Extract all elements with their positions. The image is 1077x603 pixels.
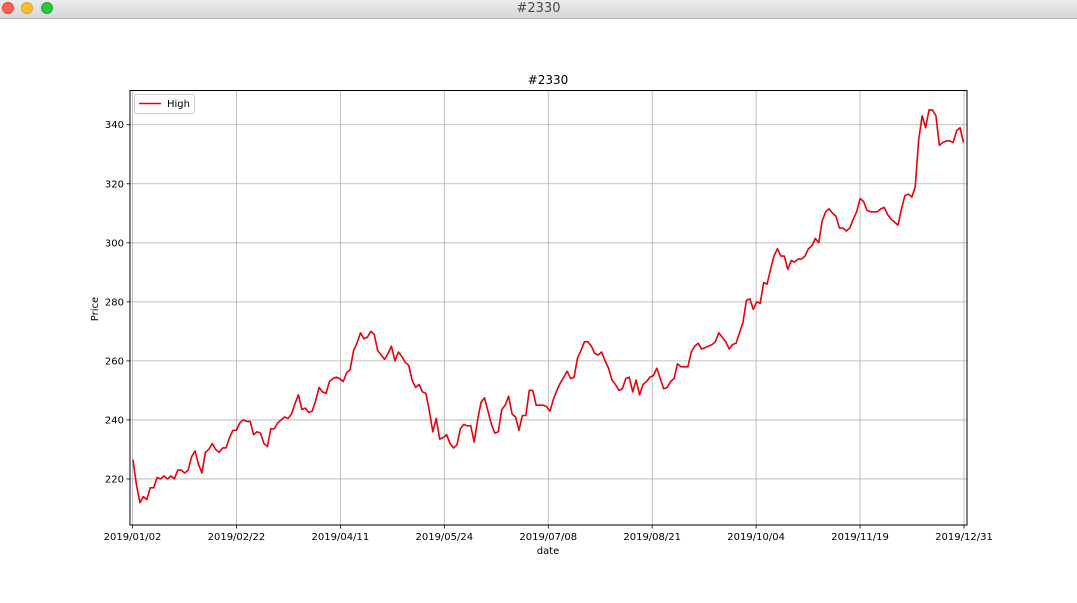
series-line-high — [132, 109, 965, 504]
x-tick-label-5: 2019/08/21 — [623, 532, 681, 543]
legend: High — [134, 94, 195, 114]
legend-label-high: High — [167, 99, 190, 110]
close-window-button[interactable] — [2, 2, 14, 14]
y-axis-ticks: 220 240 260 280 300 320 340 — [105, 120, 130, 485]
minimize-window-button[interactable] — [21, 2, 33, 14]
x-tick-label-8: 2019/12/31 — [935, 532, 993, 543]
window-title: #2330 — [516, 1, 561, 16]
y-tick-label-260: 260 — [105, 356, 124, 367]
y-tick-label-340: 340 — [105, 120, 124, 131]
x-tick-label-2: 2019/04/11 — [312, 532, 370, 543]
legend-box — [134, 94, 195, 114]
x-tick-label-6: 2019/10/04 — [727, 532, 785, 543]
y-tick-label-300: 300 — [105, 238, 124, 249]
x-axis-ticks: 2019/01/02 2019/02/22 2019/04/11 2019/05/24… — [104, 525, 993, 543]
line-chart: #2330 date Price 2019/01/02 2019/02/22 201… — [90, 73, 993, 557]
y-tick-label-280: 280 — [105, 297, 124, 308]
x-tick-label-4: 2019/07/08 — [519, 532, 577, 543]
x-tick-label-7: 2019/11/19 — [831, 532, 889, 543]
y-tick-label-320: 320 — [105, 179, 124, 190]
chart-title: #2330 — [528, 73, 569, 87]
x-tick-label-3: 2019/05/24 — [415, 532, 473, 543]
zoom-window-button[interactable] — [41, 2, 53, 14]
y-tick-label-220: 220 — [105, 474, 124, 485]
grid-lines — [130, 90, 967, 525]
y-axis-label: Price — [90, 297, 101, 321]
x-tick-label-0: 2019/01/02 — [104, 532, 162, 543]
y-tick-label-240: 240 — [105, 415, 124, 426]
x-axis-label: date — [537, 546, 560, 557]
window-titlebar: #2330 — [0, 0, 1077, 19]
x-tick-label-1: 2019/02/22 — [208, 532, 266, 543]
figure-canvas: #2330 date Price 2019/01/02 2019/02/22 201… — [0, 19, 1077, 599]
